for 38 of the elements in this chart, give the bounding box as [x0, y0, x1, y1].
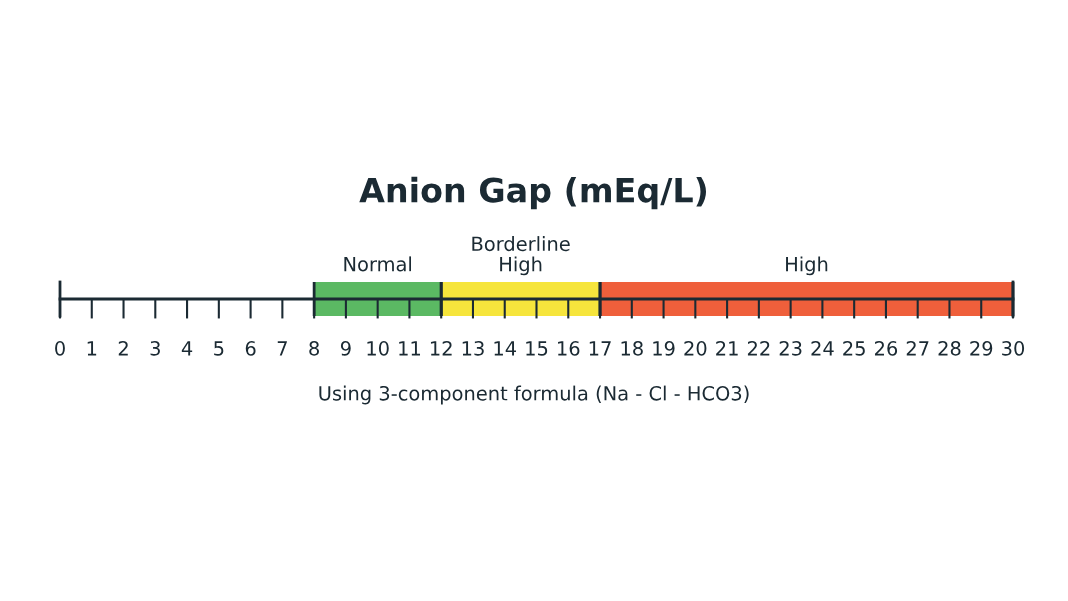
- series-label: High: [786, 256, 828, 276]
- chart-title: Anion Gap (mEq/L): [359, 176, 707, 210]
- x-tick-label: 7: [277, 341, 287, 356]
- series-label: Normal: [344, 256, 412, 272]
- x-tick-label: 23: [779, 341, 802, 356]
- x-tick-label: 2: [118, 341, 128, 356]
- x-tick-label: 11: [399, 341, 421, 356]
- x-tick-label: 18: [621, 341, 643, 356]
- x-tick-label: 28: [938, 341, 961, 356]
- x-tick-label: 1: [87, 341, 97, 356]
- x-tick-label: 6: [245, 341, 256, 356]
- x-tick-label: 12: [430, 341, 452, 356]
- bar: [441, 282, 601, 316]
- x-tick-label: 0: [55, 341, 65, 356]
- x-tick-label: 21: [716, 341, 738, 356]
- bar: [314, 282, 442, 316]
- annotation: Using 3-component formula (Na - Cl - HCO3): [319, 385, 749, 405]
- x-tick-label: 13: [462, 341, 484, 356]
- x-tick-label: 10: [367, 341, 389, 356]
- x-tick-label: 26: [874, 341, 898, 356]
- x-tick-label: 24: [811, 341, 834, 356]
- x-tick-label: 17: [589, 341, 611, 356]
- x-tick-label: 20: [684, 341, 707, 356]
- x-tick-label: 29: [970, 341, 993, 356]
- x-tick-label: 5: [214, 341, 224, 356]
- x-tick-label: 8: [309, 341, 319, 356]
- x-tick-label: 3: [150, 341, 160, 356]
- x-tick-label: 4: [181, 341, 193, 356]
- x-tick-label: 27: [906, 341, 929, 356]
- x-tick-label: 25: [843, 341, 865, 356]
- x-tick-label: 19: [653, 341, 675, 356]
- x-tick-label: 30: [1002, 341, 1025, 356]
- series-label: Borderline High: [472, 236, 570, 276]
- x-tick-label: 9: [340, 341, 351, 356]
- x-tick-label: 16: [558, 341, 580, 356]
- x-tick-label: 22: [747, 341, 770, 356]
- x-tick-label: 15: [526, 341, 548, 356]
- x-tick-label: 14: [494, 341, 517, 356]
